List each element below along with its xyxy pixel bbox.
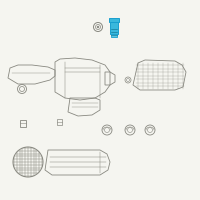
Circle shape (97, 26, 99, 28)
Bar (57, 119, 62, 125)
Bar (111, 34, 117, 37)
Bar (20, 120, 26, 127)
Bar (109, 18, 119, 22)
Bar (110, 22, 118, 34)
